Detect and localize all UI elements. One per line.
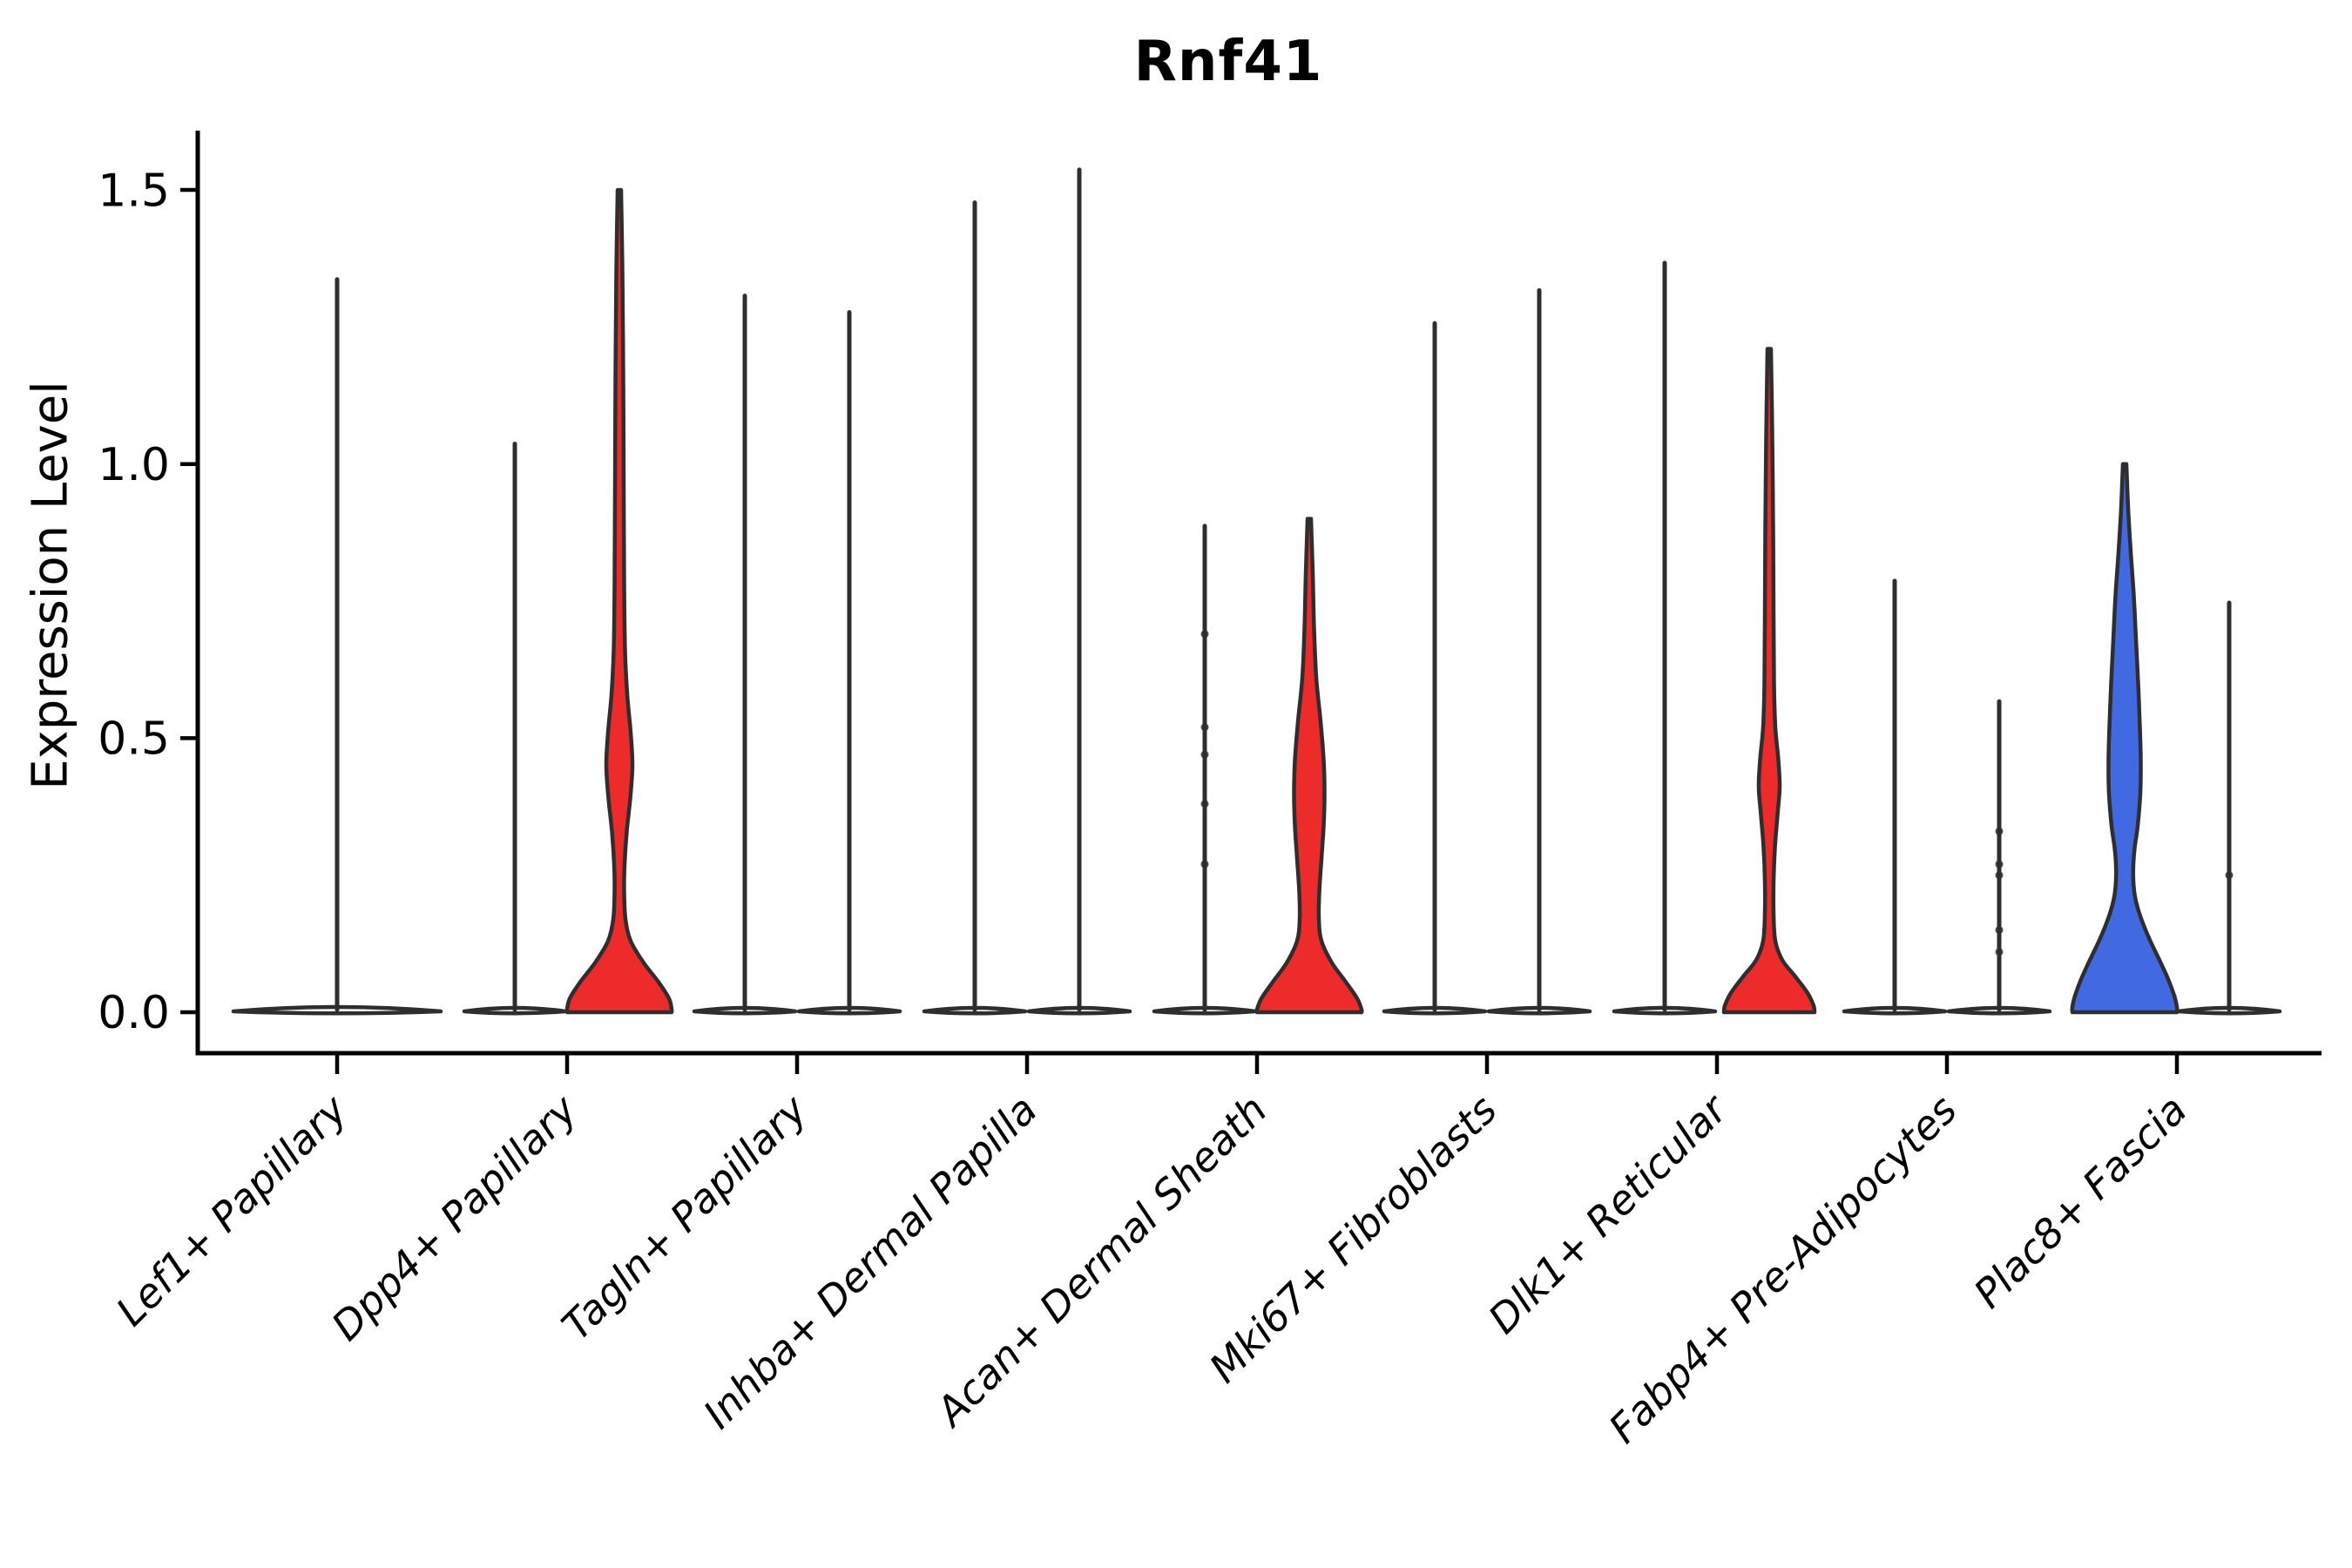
expression-dot [1995, 926, 2004, 935]
y-tick-label: 0.0 [98, 987, 170, 1039]
x-tick-label: Plac8+ Fascia [1964, 1086, 2195, 1317]
x-tick-label: Tagln+ Papillary [552, 1085, 816, 1349]
x-tick-label: Dlk1+ Reticular [1479, 1084, 1738, 1342]
y-axis-label: Expression Level [22, 381, 79, 790]
violin-blue [2070, 462, 2180, 1015]
expression-dot [1995, 860, 2004, 868]
expression-dot [1200, 630, 1209, 639]
expression-dot [1200, 860, 1209, 868]
expression-dot [1200, 800, 1209, 808]
y-tick-label: 0.5 [98, 713, 170, 766]
x-tick-label: Dpp4+ Papillary [322, 1085, 586, 1349]
x-tick-label: Lef1+ Papillary [107, 1085, 356, 1335]
expression-dot [1995, 871, 2004, 880]
y-tick-label: 1.5 [98, 165, 170, 217]
y-tick-label: 1.0 [98, 439, 170, 491]
violin-red [1254, 517, 1364, 1015]
expression-dot [1200, 723, 1209, 732]
expression-dot [1995, 827, 2004, 835]
violin-red [1721, 347, 1817, 1015]
violin-red [564, 187, 674, 1015]
expression-dot [1995, 948, 2004, 956]
expression-dot [1200, 750, 1209, 759]
expression-dot [2225, 871, 2234, 880]
chart-title: Rnf41 [1133, 30, 1323, 94]
